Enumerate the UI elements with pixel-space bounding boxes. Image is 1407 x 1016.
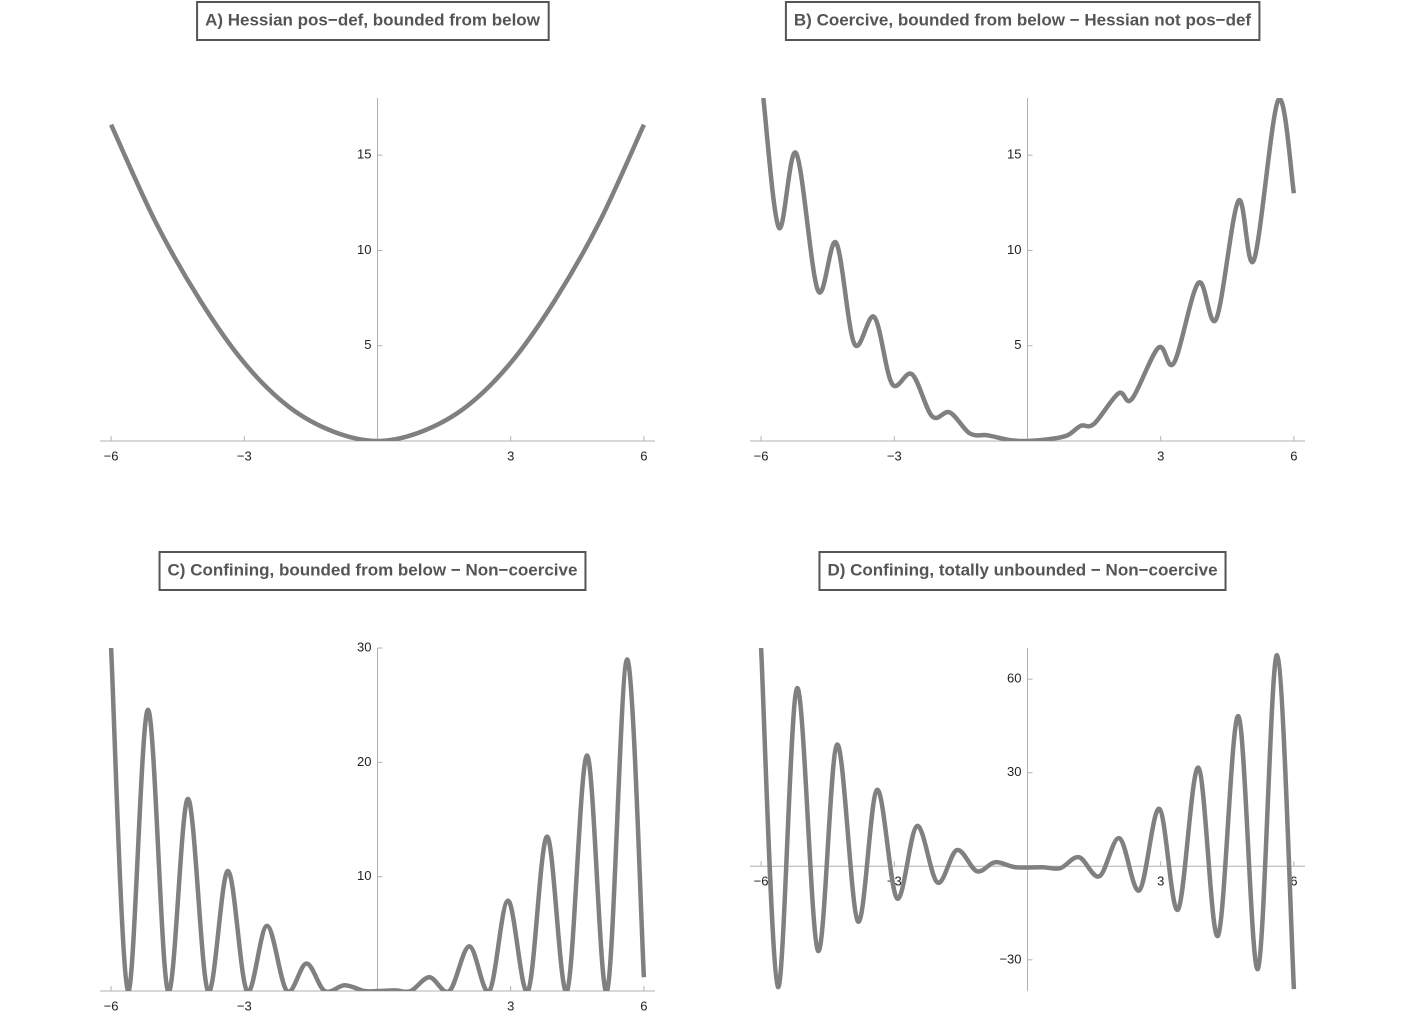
plot-area (758, 648, 1297, 990)
title-box (784, 1, 1261, 41)
y-tick-label: 30 (357, 639, 371, 654)
x-tick-label: −6 (754, 448, 769, 463)
plot-area (109, 123, 646, 441)
plot-area (761, 98, 1297, 441)
y-tick-label: 20 (357, 754, 371, 769)
chart-title: B) Coercive, bounded from below − Hessia… (794, 10, 1252, 29)
x-tick-label: 6 (640, 448, 647, 463)
x-tick-label: 6 (1290, 448, 1297, 463)
x-tick-label: 3 (1157, 448, 1164, 463)
chart-title: A) Hessian pos−def, bounded from below (205, 10, 541, 29)
y-tick-label: 5 (364, 337, 371, 352)
x-tick-label: −6 (754, 874, 769, 889)
y-tick-label: 30 (1007, 764, 1021, 779)
x-tick-label: −6 (104, 998, 119, 1013)
x-tick-label: 6 (1290, 874, 1297, 889)
y-tick-label: 10 (357, 868, 371, 883)
y-tick-label: 10 (1007, 242, 1021, 257)
y-tick-label: −30 (999, 951, 1021, 966)
chart-title: D) Confining, totally unbounded − Non−co… (827, 560, 1217, 579)
panel: −6 −3 3 6 5 10 15 A) Hessian pos−def, bounded f… (100, 1, 655, 463)
y-tick-label: 5 (1014, 337, 1021, 352)
y-tick-label: 15 (357, 147, 371, 162)
y-tick-label: 60 (1007, 671, 1021, 686)
panel: −6 −3 3 6 5 10 15 B) Coercive, bounded from bel… (750, 1, 1305, 463)
y-tick-label: 15 (1007, 147, 1021, 162)
curve (109, 123, 646, 441)
title-box (196, 1, 550, 41)
x-tick-label: −6 (104, 448, 119, 463)
x-tick-label: −3 (887, 448, 902, 463)
x-tick-label: −3 (237, 998, 252, 1013)
x-tick-label: −3 (237, 448, 252, 463)
chart-title: C) Confining, bounded from below − Non−c… (168, 560, 578, 579)
panel: −6 −3 3 6 10 20 30 C) Confining, bounded from b… (100, 551, 655, 1013)
curve (761, 98, 1297, 441)
title-box (818, 551, 1227, 591)
x-tick-label: 3 (1157, 874, 1164, 889)
x-tick-label: 6 (640, 998, 647, 1013)
y-tick-label: 10 (357, 242, 371, 257)
title-box (158, 551, 587, 591)
x-tick-label: 3 (507, 448, 514, 463)
curve (108, 648, 647, 991)
curve (758, 648, 1297, 990)
x-tick-label: 3 (507, 998, 514, 1013)
plot-area (108, 648, 647, 991)
